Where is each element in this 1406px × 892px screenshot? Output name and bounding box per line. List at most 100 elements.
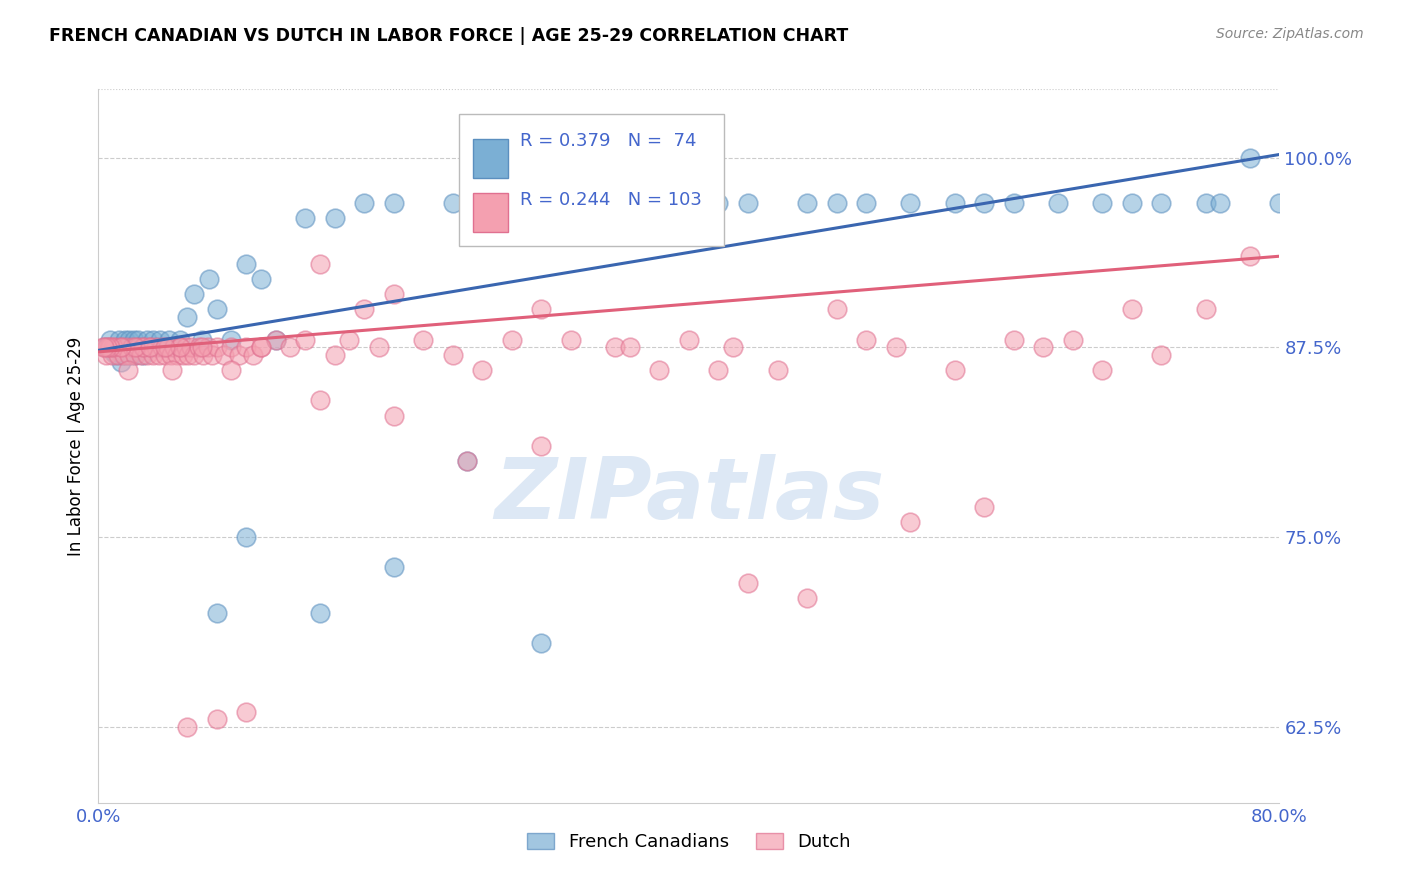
Point [678,333,700,347]
Point [1121,302,1143,317]
Point [1091,363,1114,377]
Point [973,500,995,514]
Point [162,340,183,354]
Point [145,340,167,354]
Point [825,302,848,317]
Point [139,340,162,354]
Point [353,196,375,211]
Point [103,344,125,359]
Point [1046,196,1070,211]
Point [118,333,141,347]
Point [235,530,257,544]
Point [501,333,523,347]
Point [309,606,332,620]
Point [115,340,138,354]
Point [96,340,118,354]
Point [619,340,641,354]
Point [1091,196,1114,211]
Text: Source: ZipAtlas.com: Source: ZipAtlas.com [1216,27,1364,41]
Point [93,340,115,354]
Point [174,340,197,354]
Point [1150,348,1173,362]
Point [309,257,332,271]
Point [191,340,214,354]
Point [205,302,228,317]
Point [264,333,287,347]
Point [91,340,114,354]
Point [162,363,183,377]
Point [176,310,198,324]
Point [136,348,159,362]
Point [157,333,180,347]
Point [103,340,125,354]
Point [169,340,191,354]
Point [323,211,346,226]
Point [441,348,464,362]
Point [382,287,405,301]
Point [605,340,627,354]
Point [98,333,121,347]
Point [117,340,139,354]
Y-axis label: In Labor Force | Age 25-29: In Labor Force | Age 25-29 [66,336,84,556]
Point [149,333,172,347]
Point [900,196,922,211]
Point [201,348,224,362]
Point [1062,333,1084,347]
Point [294,211,316,226]
Point [737,575,759,590]
Text: R = 0.244   N = 103: R = 0.244 N = 103 [520,191,702,209]
Point [183,348,205,362]
Point [648,196,671,211]
Point [132,340,155,354]
Point [382,560,405,574]
Point [139,340,162,354]
Point [153,340,176,354]
Point [163,340,186,354]
Point [146,340,169,354]
Point [1195,196,1218,211]
Point [127,333,149,347]
Point [1002,196,1025,211]
Point [159,348,181,362]
Point [212,348,235,362]
Point [1032,340,1054,354]
Point [221,363,243,377]
FancyBboxPatch shape [458,114,724,246]
Point [1002,333,1025,347]
Point [117,363,139,377]
Point [235,705,257,719]
FancyBboxPatch shape [472,139,508,178]
Point [97,340,120,354]
Point [112,348,135,362]
Point [124,348,146,362]
Point [121,340,143,354]
Point [235,257,257,271]
Point [242,348,264,362]
Point [339,333,361,347]
Point [707,363,730,377]
Point [139,340,162,354]
Point [943,363,966,377]
Point [353,302,375,317]
Point [280,340,302,354]
Point [148,348,170,362]
Point [191,333,214,347]
Point [105,348,128,362]
Point [187,340,209,354]
Point [121,340,143,354]
Point [441,196,464,211]
Point [221,340,243,354]
Point [198,272,221,286]
Point [855,196,877,211]
Point [796,591,818,605]
Point [124,340,146,354]
Point [1150,196,1173,211]
Point [150,340,173,354]
Point [250,340,273,354]
Point [1195,302,1218,317]
Point [142,348,165,362]
Point [560,333,582,347]
Point [530,439,553,453]
Point [678,196,700,211]
Point [122,333,145,347]
